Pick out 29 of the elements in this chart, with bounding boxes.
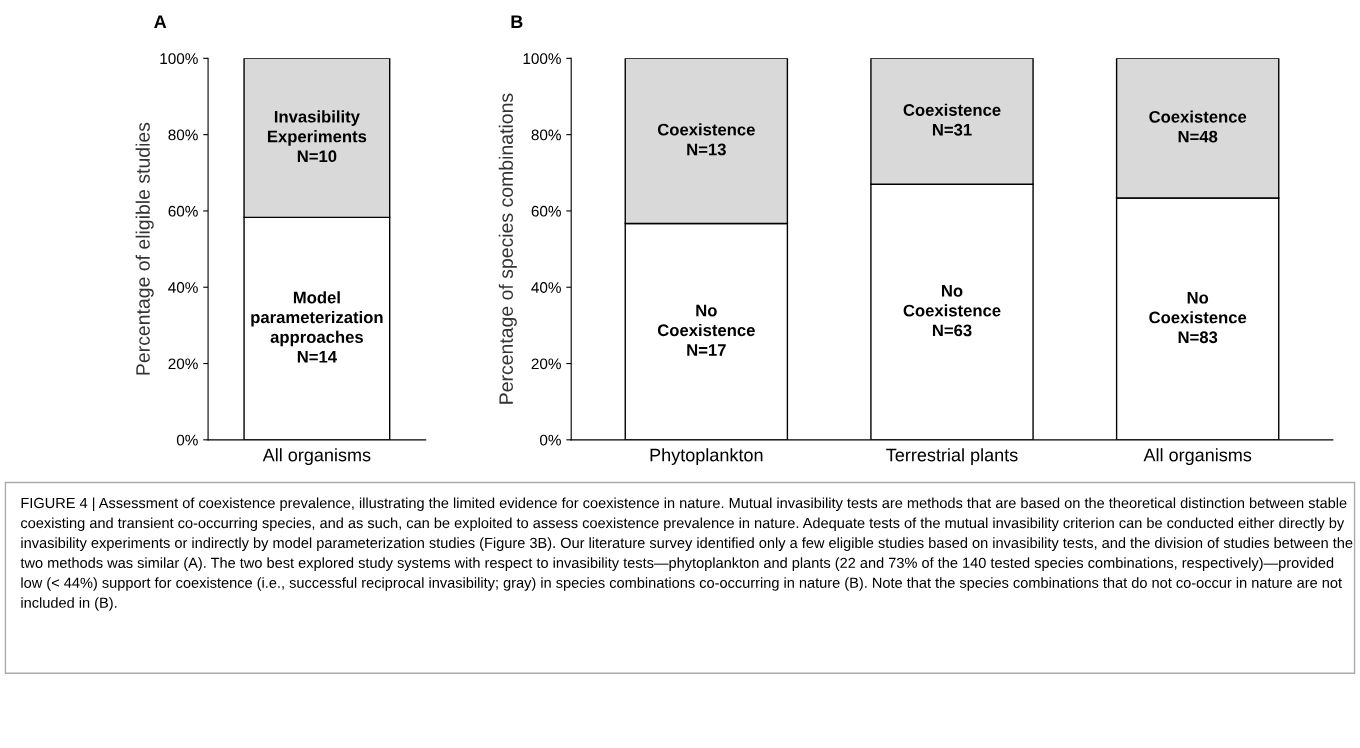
chart-title: A bbox=[154, 15, 167, 28]
chart-title: B bbox=[511, 15, 523, 28]
annotation: Model parameterization approaches N=14 bbox=[251, 291, 383, 363]
caption: FIGURE 4 | Assessment of coexistence prevalence, illustrating the limited evidence for coexistence in nature. Mutual invasibility tests are methods that are based on the theoretical distinction between stable coexisting and transient co-occurring species, and as such, can be exploited to assess coexistence prevalence in nature. Adequate tests of the mutual invasibility criterion can be conducted either directly by invasibility experiments or indirectly by model parameterization studies (Figure 3B). Our literature survey identified only a few eligible studies based on invasibility tests, and the division of studies between the two methods was similar (A). The two best explored study systems with respect to invasibility tests—phytoplankton and plants (22 and 73% of the 140 tested species combinations, respectively)—provided low (< 44%) support for coexistence (i.e., successful reciprocal invasibility; gray) in species combinations co-occurring in nature (B). Note that the species combinations that do not co-occur in nature are not included in (B). bbox=[20, 497, 1353, 611]
annotation: No Coexistence N=17 bbox=[657, 304, 755, 356]
y-tick-label: 0% bbox=[176, 434, 198, 446]
y-tick-label: 20% bbox=[531, 358, 561, 370]
y-tick-label: 80% bbox=[168, 129, 198, 141]
y-tick-label: 60% bbox=[531, 205, 561, 217]
y-tick-label: 60% bbox=[168, 205, 198, 217]
y-axis-title: Percentage of species combinations bbox=[498, 93, 517, 404]
y-tick-label: 100% bbox=[523, 53, 561, 65]
x-tick-label: Terrestrial plants bbox=[886, 448, 1018, 465]
y-tick-label: 80% bbox=[531, 129, 561, 141]
annotation: No Coexistence N=83 bbox=[1149, 291, 1247, 344]
y-tick-label: 100% bbox=[160, 53, 198, 65]
annotation: Coexistence N=13 bbox=[657, 123, 755, 156]
y-tick-label: 40% bbox=[531, 282, 561, 293]
y-tick-label: 20% bbox=[168, 358, 198, 370]
annotation: Coexistence N=48 bbox=[1149, 110, 1247, 143]
y-axis-title: Percentage of eligible studies bbox=[135, 122, 154, 375]
y-tick-label: 40% bbox=[168, 282, 198, 293]
annotation: Coexistence N=31 bbox=[903, 103, 1001, 136]
annotation: Invasibility Experiments N=10 bbox=[267, 110, 367, 163]
y-tick-label: 0% bbox=[539, 434, 561, 446]
x-tick-label: All organisms bbox=[262, 448, 371, 465]
annotation: No Coexistence N=63 bbox=[903, 285, 1001, 337]
x-tick-label: All organisms bbox=[1143, 448, 1252, 465]
x-tick-label: Phytoplankton bbox=[650, 448, 763, 465]
